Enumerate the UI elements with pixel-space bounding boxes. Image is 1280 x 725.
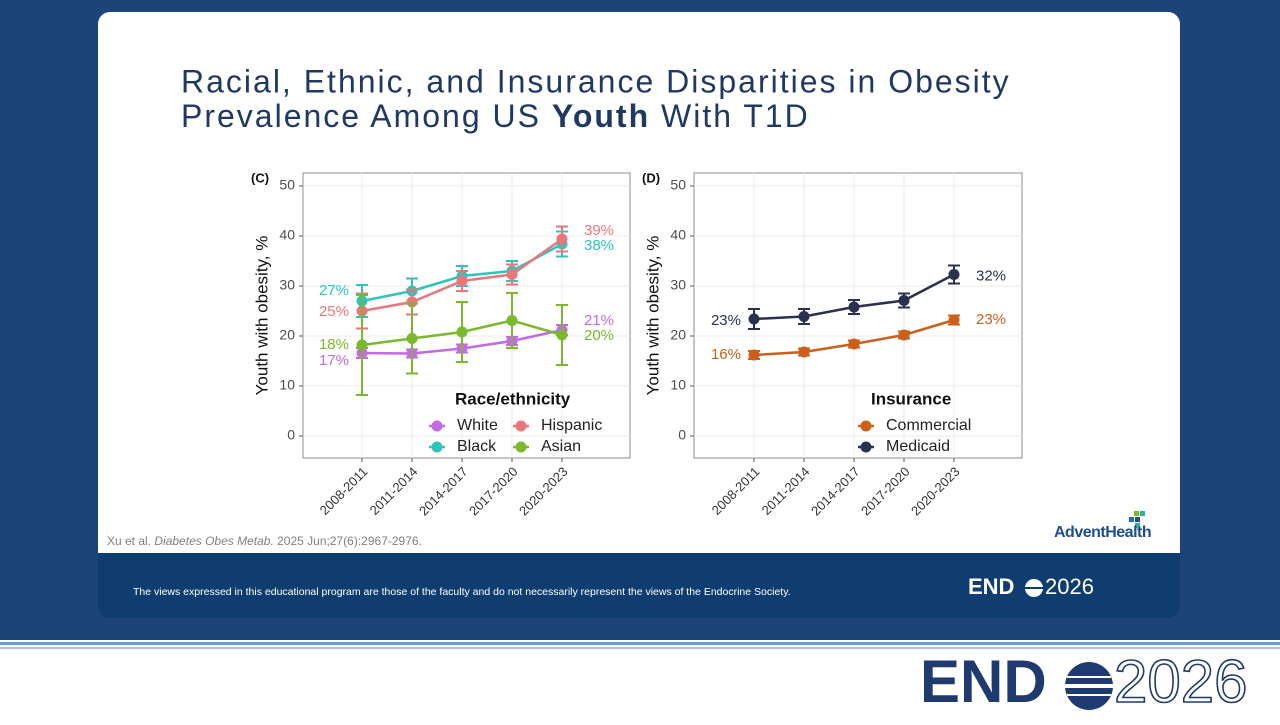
value-label: 32% — [976, 267, 1006, 284]
point — [748, 313, 760, 325]
value-label: 25% — [319, 303, 349, 320]
logo-year: 2026 — [1114, 648, 1247, 715]
y-tick-label: 0 — [678, 427, 686, 443]
y-tick-label: 50 — [279, 177, 295, 193]
y-tick-label: 10 — [670, 377, 686, 393]
point — [406, 333, 418, 344]
point — [898, 295, 910, 306]
plot-panel — [693, 172, 1023, 459]
legend-key — [431, 420, 443, 432]
point — [406, 296, 418, 308]
value-label: 27% — [319, 282, 349, 299]
point — [456, 275, 468, 287]
disclaimer: The views expressed in this educational … — [133, 586, 791, 598]
panel-label: (C) — [251, 170, 269, 185]
sponsor-logo: AdventHealth — [1054, 524, 1151, 541]
logo-brand: END — [920, 648, 1047, 715]
y-tick-label: 20 — [279, 327, 295, 343]
citation-part: Diabetes Obes Metab. — [154, 534, 273, 548]
title-part: Prevalence Among US — [181, 98, 552, 134]
y-tick-label: 20 — [670, 327, 686, 343]
point — [848, 301, 860, 313]
logo-year: 2026 — [1045, 574, 1094, 599]
point — [798, 311, 810, 322]
y-tick-label: 30 — [670, 277, 686, 293]
value-label: 20% — [584, 327, 614, 344]
value-label: 23% — [711, 312, 741, 329]
series — [748, 264, 960, 330]
title-part: Youth — [552, 98, 650, 134]
citation: Xu et al. Diabetes Obes Metab. 2025 Jun;… — [107, 534, 422, 548]
plot-panel — [302, 172, 631, 459]
footer-logo: END 2026 — [968, 574, 1094, 599]
point — [556, 233, 568, 245]
y-tick-label: 40 — [279, 227, 295, 243]
point — [798, 346, 810, 358]
value-label: 17% — [319, 352, 349, 369]
value-label: 16% — [711, 346, 741, 363]
legend-key — [515, 441, 527, 453]
legend-title: Insurance — [871, 389, 951, 408]
value-label: 39% — [584, 222, 614, 239]
legend-label: Medicaid — [886, 438, 950, 455]
y-tick-label: 40 — [670, 227, 686, 243]
banner-stripe — [0, 642, 1280, 645]
point — [848, 338, 860, 350]
value-label: 23% — [976, 311, 1006, 328]
legend-label: Asian — [541, 438, 581, 455]
slide-title: Prevalence Among US Youth With T1D — [181, 98, 810, 134]
legend-key — [515, 420, 527, 432]
y-axis-label: Youth with obesity, % — [643, 236, 662, 396]
panel-label: (D) — [642, 170, 660, 185]
legend-key — [860, 420, 872, 432]
citation-part: Xu et al. — [107, 534, 154, 548]
point — [948, 269, 960, 280]
value-label: 38% — [584, 237, 614, 254]
y-axis-label: Youth with obesity, % — [252, 236, 271, 396]
point — [948, 314, 960, 326]
point — [456, 326, 468, 338]
legend-key — [431, 441, 443, 453]
point — [506, 315, 518, 326]
point — [898, 329, 910, 341]
legend-label: Black — [457, 438, 497, 455]
legend-title: Race/ethnicity — [455, 389, 571, 408]
citation-part: 2025 Jun;27(6):2967-2976. — [274, 534, 422, 548]
sponsor-icon — [1129, 511, 1145, 528]
y-tick-label: 50 — [670, 177, 686, 193]
legend-label: White — [457, 417, 498, 434]
point — [748, 349, 760, 361]
y-tick-label: 10 — [279, 377, 295, 393]
point — [556, 329, 568, 341]
banner-logo: END 2026 — [920, 647, 1248, 716]
value-label: 18% — [319, 336, 349, 353]
point — [356, 339, 368, 351]
series — [748, 314, 960, 361]
y-tick-label: 30 — [279, 277, 295, 293]
banner-stripe — [0, 647, 1280, 649]
title-part: With T1D — [650, 98, 810, 134]
slide-title: Racial, Ethnic, and Insurance Disparitie… — [181, 63, 1011, 99]
point — [506, 269, 518, 280]
series — [356, 292, 568, 396]
legend-label: Commercial — [886, 417, 971, 434]
y-tick-label: 0 — [287, 427, 295, 443]
legend-label: Hispanic — [541, 417, 602, 434]
value-label: 21% — [584, 312, 614, 329]
legend-key — [860, 441, 872, 453]
logo-brand: END — [968, 574, 1014, 599]
